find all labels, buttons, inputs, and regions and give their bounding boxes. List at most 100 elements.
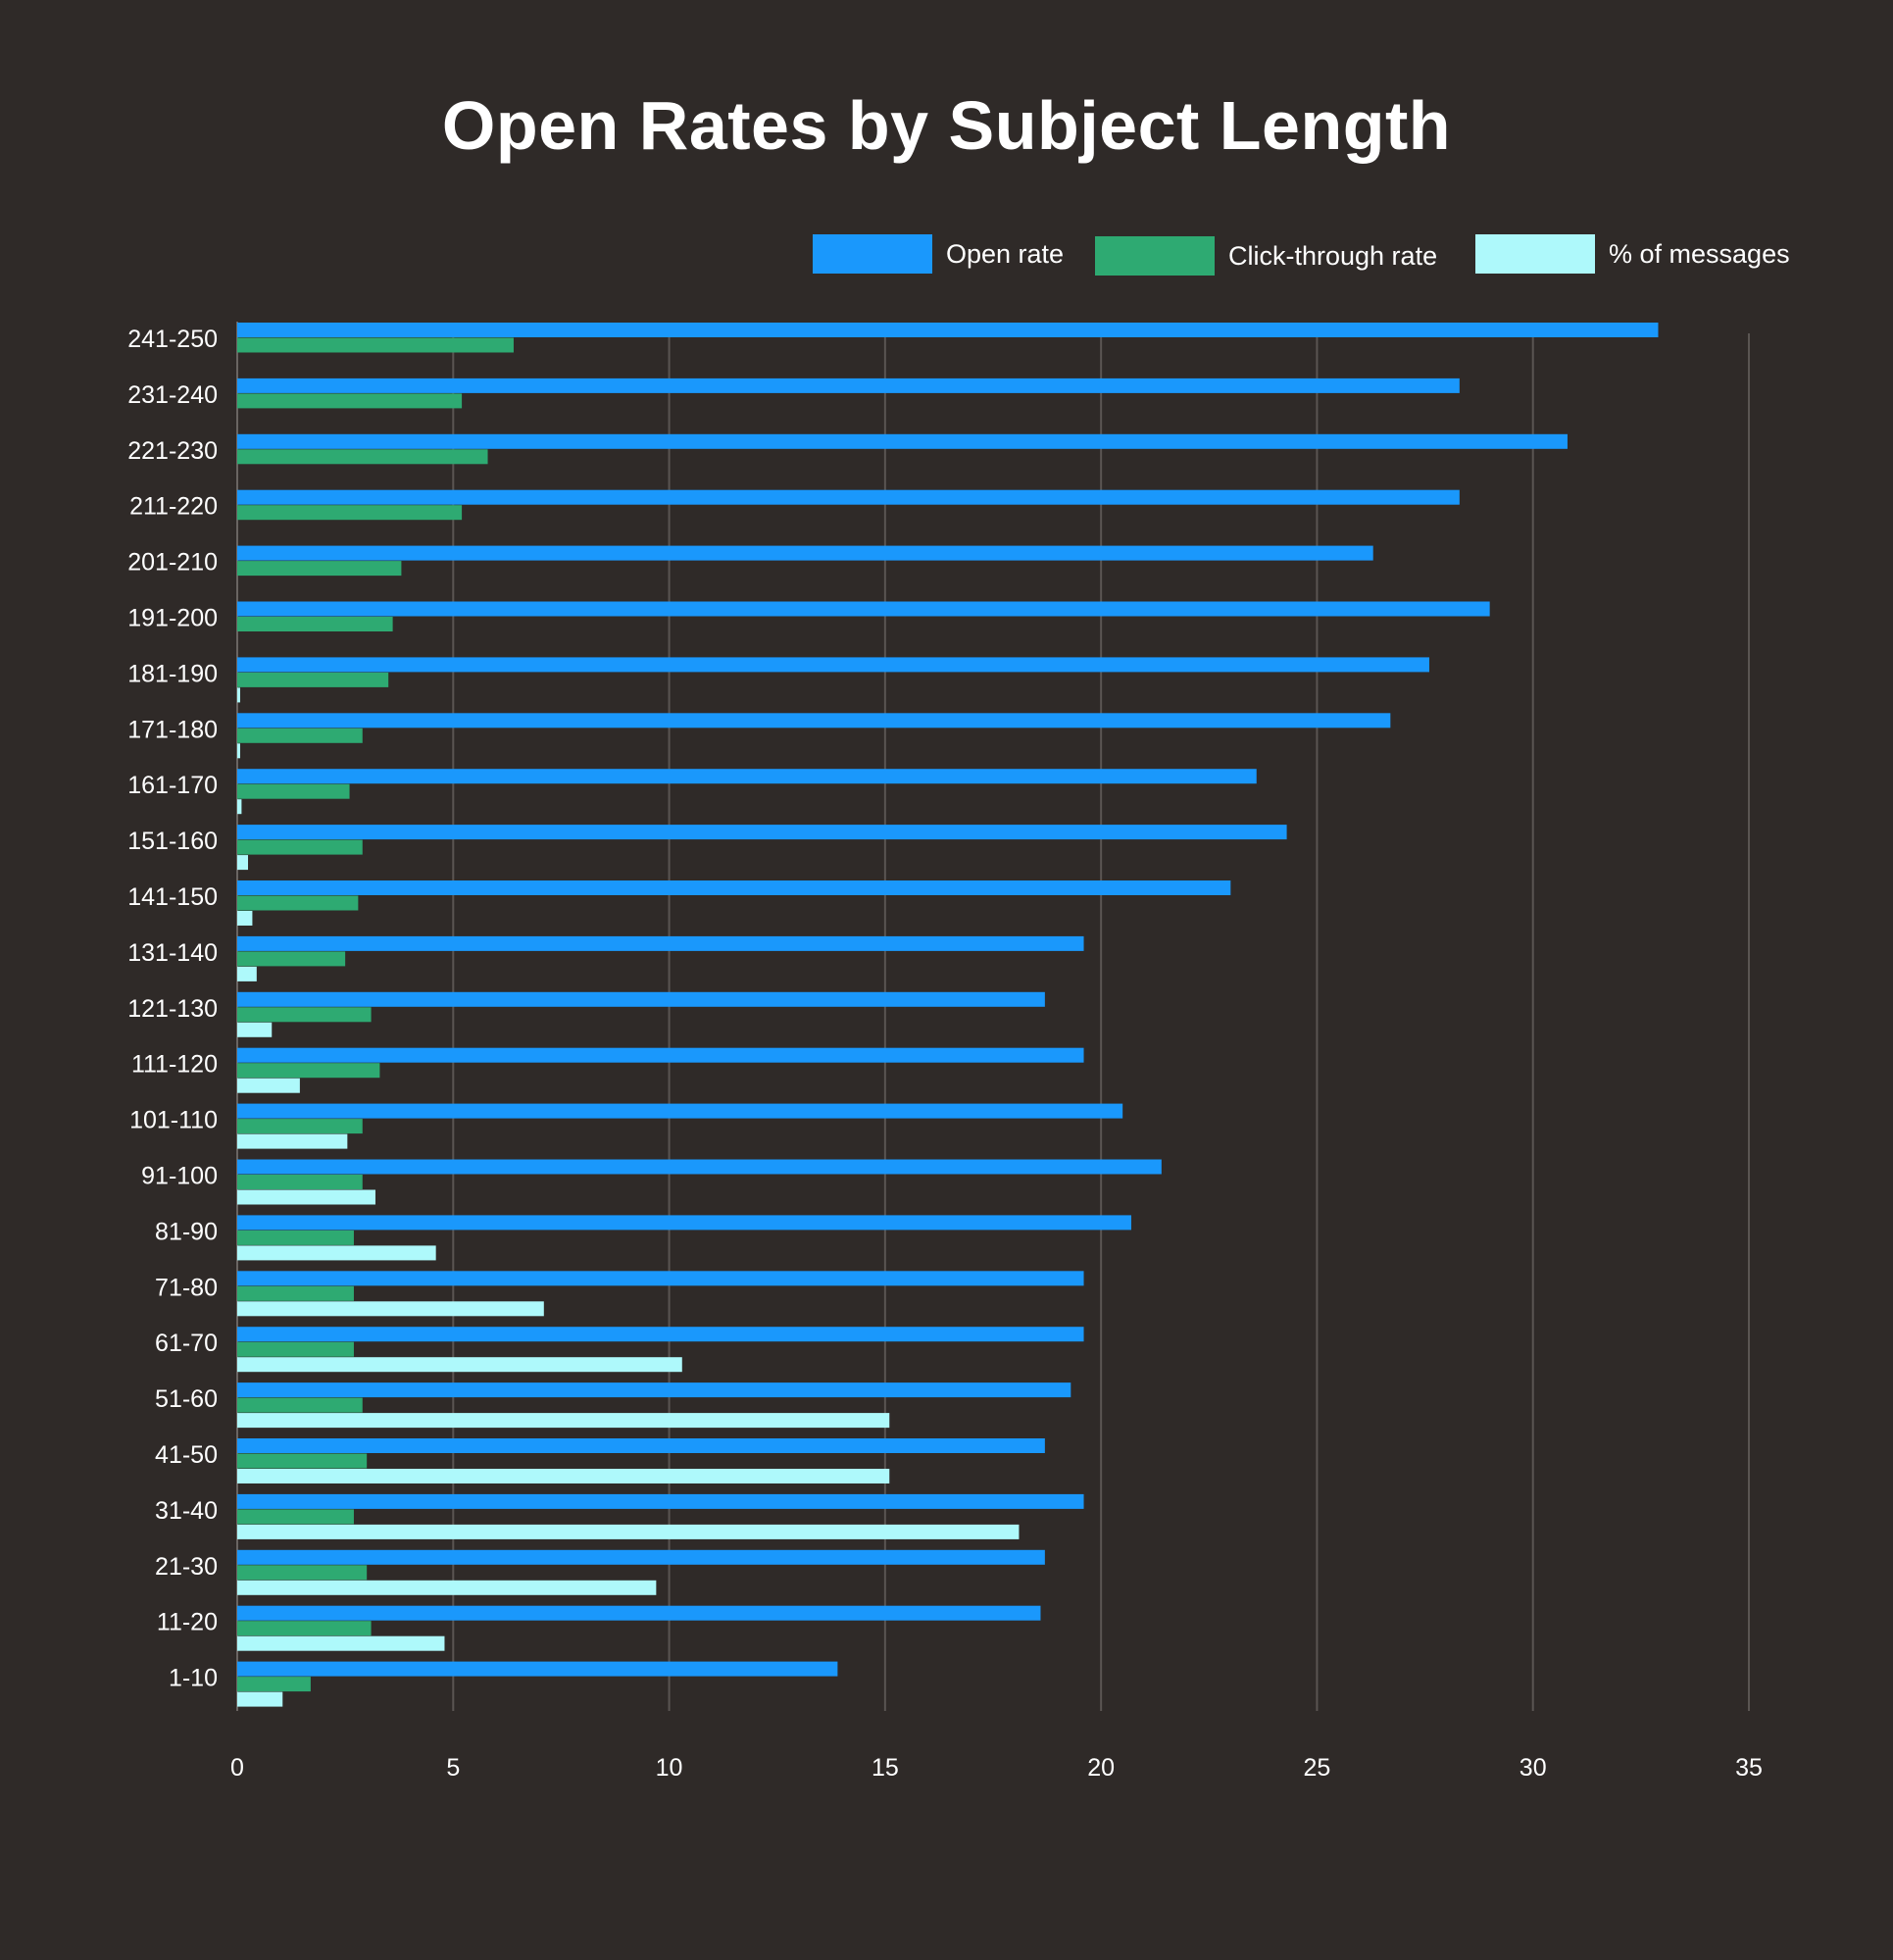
- bar-0-12: [237, 991, 1045, 1007]
- bar-0-19: [237, 1382, 1071, 1398]
- legend-label-click-through-rate: Click-through rate: [1228, 240, 1438, 271]
- bar-1-17: [237, 1285, 354, 1301]
- bar-0-15: [237, 1159, 1162, 1175]
- legend-label-percent-of-messages: % of messages: [1609, 238, 1790, 269]
- bar-2-19: [237, 1413, 890, 1429]
- bar-2-24: [237, 1691, 283, 1707]
- bar-2-15: [237, 1189, 375, 1205]
- chart-title: Open Rates by Subject Length: [441, 87, 1452, 164]
- bar-1-4: [237, 561, 402, 577]
- x-tick-label: 25: [1304, 1754, 1331, 1782]
- category-label: 191-200: [127, 605, 218, 632]
- bar-0-16: [237, 1215, 1131, 1231]
- category-label: 151-160: [127, 828, 218, 855]
- category-label: 21-30: [155, 1553, 218, 1581]
- bar-1-20: [237, 1453, 368, 1469]
- bar-1-6: [237, 672, 389, 687]
- bar-0-23: [237, 1605, 1041, 1621]
- category-label: 61-70: [155, 1330, 218, 1357]
- bar-2-9: [237, 855, 249, 871]
- legend-label-open-rate: Open rate: [946, 238, 1065, 269]
- legend-item-click-through-rate: Click-through rate: [1095, 236, 1437, 276]
- x-tick-label: 10: [656, 1754, 683, 1782]
- category-label: 101-110: [129, 1107, 218, 1134]
- x-tick-label: 30: [1519, 1754, 1547, 1782]
- bar-2-16: [237, 1245, 436, 1261]
- bar-0-18: [237, 1327, 1084, 1342]
- bar-0-4: [237, 545, 1373, 561]
- bar-2-23: [237, 1635, 445, 1651]
- bar-2-21: [237, 1524, 1020, 1539]
- bar-0-5: [237, 601, 1490, 617]
- bar-0-21: [237, 1493, 1084, 1509]
- category-label: 221-230: [127, 437, 218, 465]
- bar-2-22: [237, 1580, 657, 1595]
- x-tick-label: 0: [230, 1754, 244, 1782]
- category-label: 91-100: [141, 1163, 218, 1190]
- bar-1-2: [237, 449, 488, 465]
- bar-1-5: [237, 617, 393, 631]
- category-label: 11-20: [157, 1609, 218, 1636]
- category-label: 241-250: [127, 326, 218, 353]
- legend-item-percent-of-messages: % of messages: [1475, 234, 1790, 274]
- bar-1-23: [237, 1621, 372, 1636]
- bar-2-20: [237, 1469, 890, 1483]
- bar-1-18: [237, 1341, 354, 1357]
- bar-1-13: [237, 1063, 380, 1079]
- bar-1-8: [237, 783, 350, 799]
- bar-1-0: [237, 337, 514, 353]
- category-label: 141-150: [127, 883, 218, 911]
- legend-swatch-click-through-rate: [1095, 236, 1215, 276]
- bar-1-3: [237, 505, 463, 521]
- bar-1-19: [237, 1397, 363, 1413]
- category-label: 1-10: [169, 1665, 218, 1692]
- bar-0-3: [237, 489, 1460, 505]
- legend-swatch-open-rate: [813, 234, 932, 274]
- bar-0-13: [237, 1047, 1084, 1063]
- legend-swatch-percent-of-messages: [1475, 234, 1595, 274]
- category-label: 171-180: [127, 716, 218, 743]
- bar-0-0: [237, 323, 1659, 337]
- bar-1-12: [237, 1007, 372, 1023]
- x-tick-label: 35: [1735, 1754, 1763, 1782]
- category-label: 31-40: [155, 1497, 218, 1525]
- category-label: 121-130: [127, 995, 218, 1023]
- category-label: 71-80: [155, 1274, 218, 1301]
- bar-2-18: [237, 1357, 682, 1373]
- bar-0-6: [237, 657, 1429, 673]
- category-label: 111-120: [131, 1051, 218, 1079]
- category-label: 81-90: [155, 1218, 218, 1245]
- bar-1-11: [237, 951, 346, 967]
- category-label: 211-220: [129, 493, 218, 521]
- category-label: 131-140: [127, 939, 218, 967]
- bar-0-20: [237, 1438, 1045, 1453]
- bar-2-8: [237, 799, 242, 815]
- bar-2-17: [237, 1301, 544, 1317]
- category-label: 181-190: [127, 660, 218, 687]
- category-label: 41-50: [155, 1441, 218, 1469]
- x-tick-label: 20: [1087, 1754, 1115, 1782]
- bar-0-14: [237, 1103, 1123, 1119]
- bar-0-22: [237, 1549, 1045, 1565]
- bar-2-10: [237, 911, 253, 926]
- bar-2-14: [237, 1133, 348, 1149]
- bar-0-10: [237, 880, 1231, 895]
- bar-1-21: [237, 1509, 354, 1525]
- bar-0-1: [237, 377, 1460, 393]
- bar-0-8: [237, 769, 1257, 784]
- bar-2-11: [237, 966, 257, 981]
- bar-1-7: [237, 728, 363, 743]
- legend-item-open-rate: Open rate: [813, 234, 1064, 274]
- category-label: 51-60: [155, 1385, 218, 1413]
- bar-1-1: [237, 393, 463, 409]
- bar-0-11: [237, 935, 1084, 951]
- category-label: 201-210: [127, 549, 218, 577]
- bar-1-14: [237, 1119, 363, 1134]
- bar-1-22: [237, 1565, 368, 1581]
- category-label: 161-170: [127, 772, 218, 799]
- bar-1-24: [237, 1677, 311, 1692]
- bar-1-15: [237, 1175, 363, 1189]
- bar-0-2: [237, 433, 1568, 449]
- bar-2-6: [237, 687, 240, 703]
